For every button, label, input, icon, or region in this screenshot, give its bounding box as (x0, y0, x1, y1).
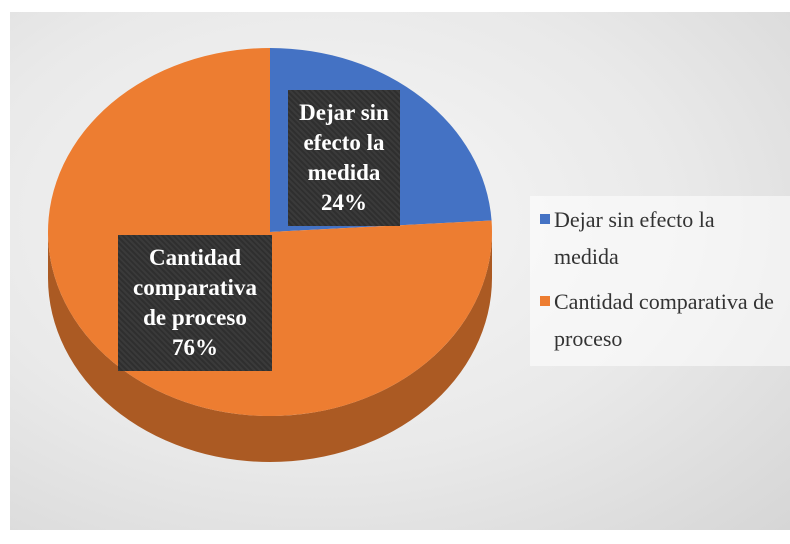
data-label-value: 24% (321, 190, 367, 215)
data-label-category: Dejar sin efecto la medida (299, 100, 389, 185)
legend-swatch (540, 214, 550, 224)
legend: Dejar sin efecto la medida Cantidad compa… (530, 196, 790, 366)
pie-side (48, 232, 492, 462)
legend-label: Cantidad comparativa de proceso (554, 289, 774, 351)
data-label: Dejar sin efecto la medida 24% (288, 90, 400, 226)
data-label: Cantidad comparativa de proceso 76% (118, 235, 272, 371)
data-label-value: 76% (172, 335, 218, 360)
data-label-category: Cantidad comparativa de proceso (133, 245, 257, 330)
legend-swatch (540, 296, 550, 306)
legend-label: Dejar sin efecto la medida (554, 207, 715, 269)
